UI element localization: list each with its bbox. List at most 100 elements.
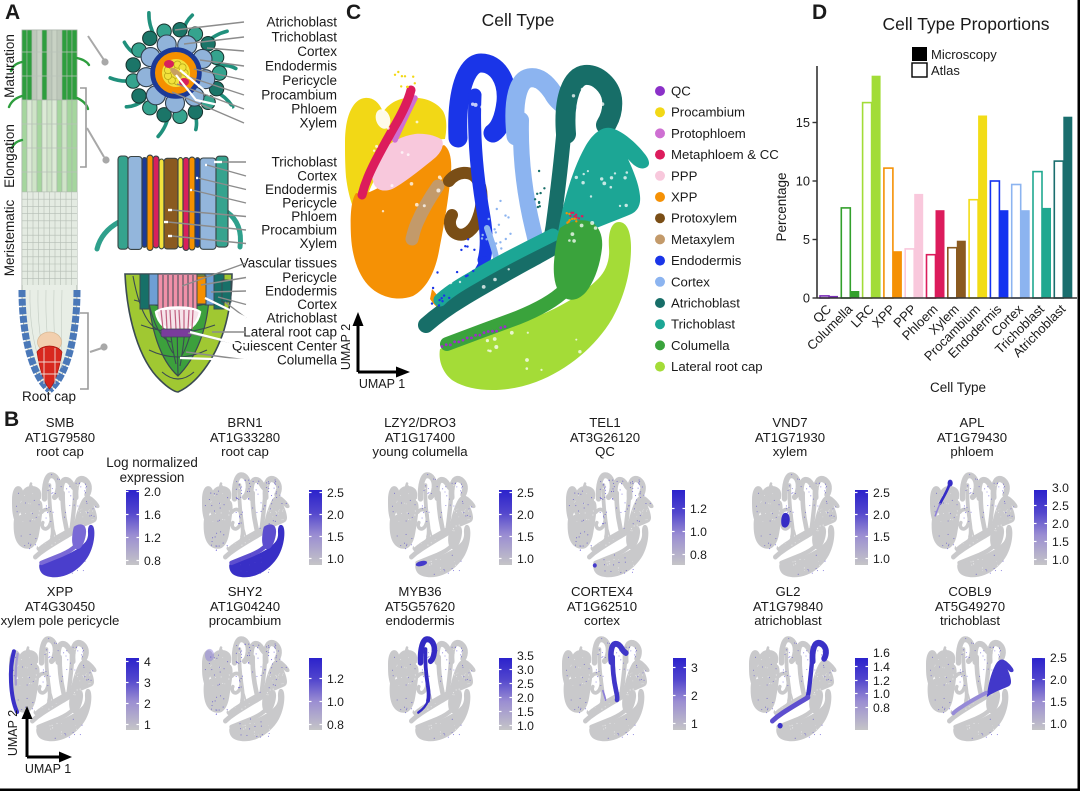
svg-text:0.8: 0.8 [873,701,890,715]
svg-text:Endodermis: Endodermis [265,284,337,299]
svg-text:B: B [4,408,19,431]
svg-text:C: C [346,1,361,24]
svg-text:Atrichoblast: Atrichoblast [266,15,337,30]
svg-text:Meristematic: Meristematic [2,199,17,276]
svg-text:Pericycle: Pericycle [282,270,337,285]
svg-text:15: 15 [796,115,810,130]
svg-text:2.5: 2.5 [1050,651,1067,665]
svg-text:0.8: 0.8 [690,548,707,562]
svg-text:Phloem: Phloem [291,102,337,117]
svg-text:1.0: 1.0 [1052,553,1069,567]
svg-text:Cortex: Cortex [671,274,710,289]
svg-text:Atlas: Atlas [931,63,960,78]
svg-text:Phloem: Phloem [291,209,337,224]
svg-text:1.5: 1.5 [1050,695,1067,709]
svg-text:phloem: phloem [950,444,993,459]
svg-text:Atrichoblast: Atrichoblast [266,311,337,326]
svg-text:endodermis: endodermis [386,613,455,628]
svg-text:AT5G57620: AT5G57620 [385,599,455,614]
svg-text:3.5: 3.5 [517,649,534,663]
svg-text:1.2: 1.2 [873,674,890,688]
svg-text:AT1G79840: AT1G79840 [753,599,823,614]
svg-text:Metaxylem: Metaxylem [671,232,735,247]
svg-text:0.8: 0.8 [144,554,161,568]
svg-text:Procambium: Procambium [261,223,337,238]
svg-text:Endodermis: Endodermis [265,182,337,197]
svg-text:QC: QC [595,444,615,459]
svg-text:Percentage: Percentage [774,172,789,241]
svg-text:AT3G26120: AT3G26120 [570,430,640,445]
svg-text:Cell Type: Cell Type [930,380,986,395]
svg-text:Columella: Columella [671,338,730,353]
svg-text:procambium: procambium [209,613,282,628]
svg-text:10: 10 [796,174,810,189]
svg-text:Vascular tissues: Vascular tissues [240,256,338,271]
svg-text:1.0: 1.0 [517,552,534,566]
svg-text:AT1G79580: AT1G79580 [25,430,95,445]
svg-text:2.5: 2.5 [873,486,890,500]
svg-text:3.0: 3.0 [517,663,534,677]
svg-text:1.2: 1.2 [144,531,161,545]
svg-text:2: 2 [144,697,151,711]
svg-text:xylem: xylem [773,444,807,459]
svg-text:1.6: 1.6 [144,508,161,522]
svg-text:1.0: 1.0 [327,695,344,709]
svg-text:expression: expression [120,470,185,485]
svg-text:3.0: 3.0 [1052,481,1069,495]
svg-text:APL: APL [960,415,985,430]
svg-text:5: 5 [803,232,810,247]
svg-text:2.0: 2.0 [144,485,161,499]
svg-text:BRN1: BRN1 [227,415,262,430]
svg-text:1: 1 [144,718,151,732]
svg-text:Cell Type Proportions: Cell Type Proportions [883,14,1050,34]
svg-text:Columella: Columella [277,353,338,368]
svg-text:root cap: root cap [221,444,269,459]
svg-text:Log normalized: Log normalized [106,455,198,470]
svg-text:Pericycle: Pericycle [282,196,337,211]
svg-text:UMAP 1: UMAP 1 [359,377,405,391]
svg-text:Lateral root cap: Lateral root cap [243,325,337,340]
svg-text:Cortex: Cortex [297,297,337,312]
svg-text:2.0: 2.0 [1050,673,1067,687]
svg-text:xylem pole pericycle: xylem pole pericycle [1,613,120,628]
svg-text:4: 4 [144,655,151,669]
svg-text:Trichoblast: Trichoblast [271,30,337,45]
svg-text:1.0: 1.0 [1050,717,1067,731]
svg-text:LZY2/DRO3: LZY2/DRO3 [384,415,456,430]
svg-text:AT1G79430: AT1G79430 [937,430,1007,445]
svg-text:AT5G49270: AT5G49270 [935,599,1005,614]
svg-text:UMAP 1: UMAP 1 [25,762,71,776]
svg-text:AT1G62510: AT1G62510 [567,599,637,614]
svg-text:Quiescent Center: Quiescent Center [232,339,338,354]
svg-text:Protoxylem: Protoxylem [671,211,737,226]
svg-text:1.5: 1.5 [517,705,534,719]
svg-text:0.8: 0.8 [327,718,344,732]
svg-text:CORTEX4: CORTEX4 [571,584,633,599]
svg-text:2: 2 [691,689,698,703]
svg-text:Protophloem: Protophloem [671,126,746,141]
svg-text:Metaphloem & CC: Metaphloem & CC [671,147,779,162]
svg-text:Xylem: Xylem [299,116,337,131]
svg-text:1.0: 1.0 [873,687,890,701]
svg-text:COBL9: COBL9 [948,584,991,599]
svg-text:Cortex: Cortex [297,44,337,59]
svg-text:2.0: 2.0 [1052,517,1069,531]
svg-text:1.6: 1.6 [873,646,890,660]
svg-text:Endodermis: Endodermis [671,253,742,268]
svg-text:Root cap: Root cap [22,389,76,404]
svg-text:Elongation: Elongation [2,124,17,188]
svg-text:UMAP 2: UMAP 2 [6,710,20,756]
svg-text:3: 3 [691,661,698,675]
svg-text:2.5: 2.5 [517,677,534,691]
svg-text:2.0: 2.0 [327,508,344,522]
svg-text:XPP: XPP [671,190,698,205]
svg-text:SHY2: SHY2 [228,584,262,599]
svg-text:Procambium: Procambium [671,105,745,120]
svg-text:2.5: 2.5 [517,486,534,500]
svg-text:Trichoblast: Trichoblast [671,317,735,332]
svg-text:SMB: SMB [46,415,75,430]
svg-text:0: 0 [803,291,810,306]
svg-text:1.5: 1.5 [327,530,344,544]
svg-text:A: A [5,1,20,24]
svg-text:cortex: cortex [584,613,620,628]
